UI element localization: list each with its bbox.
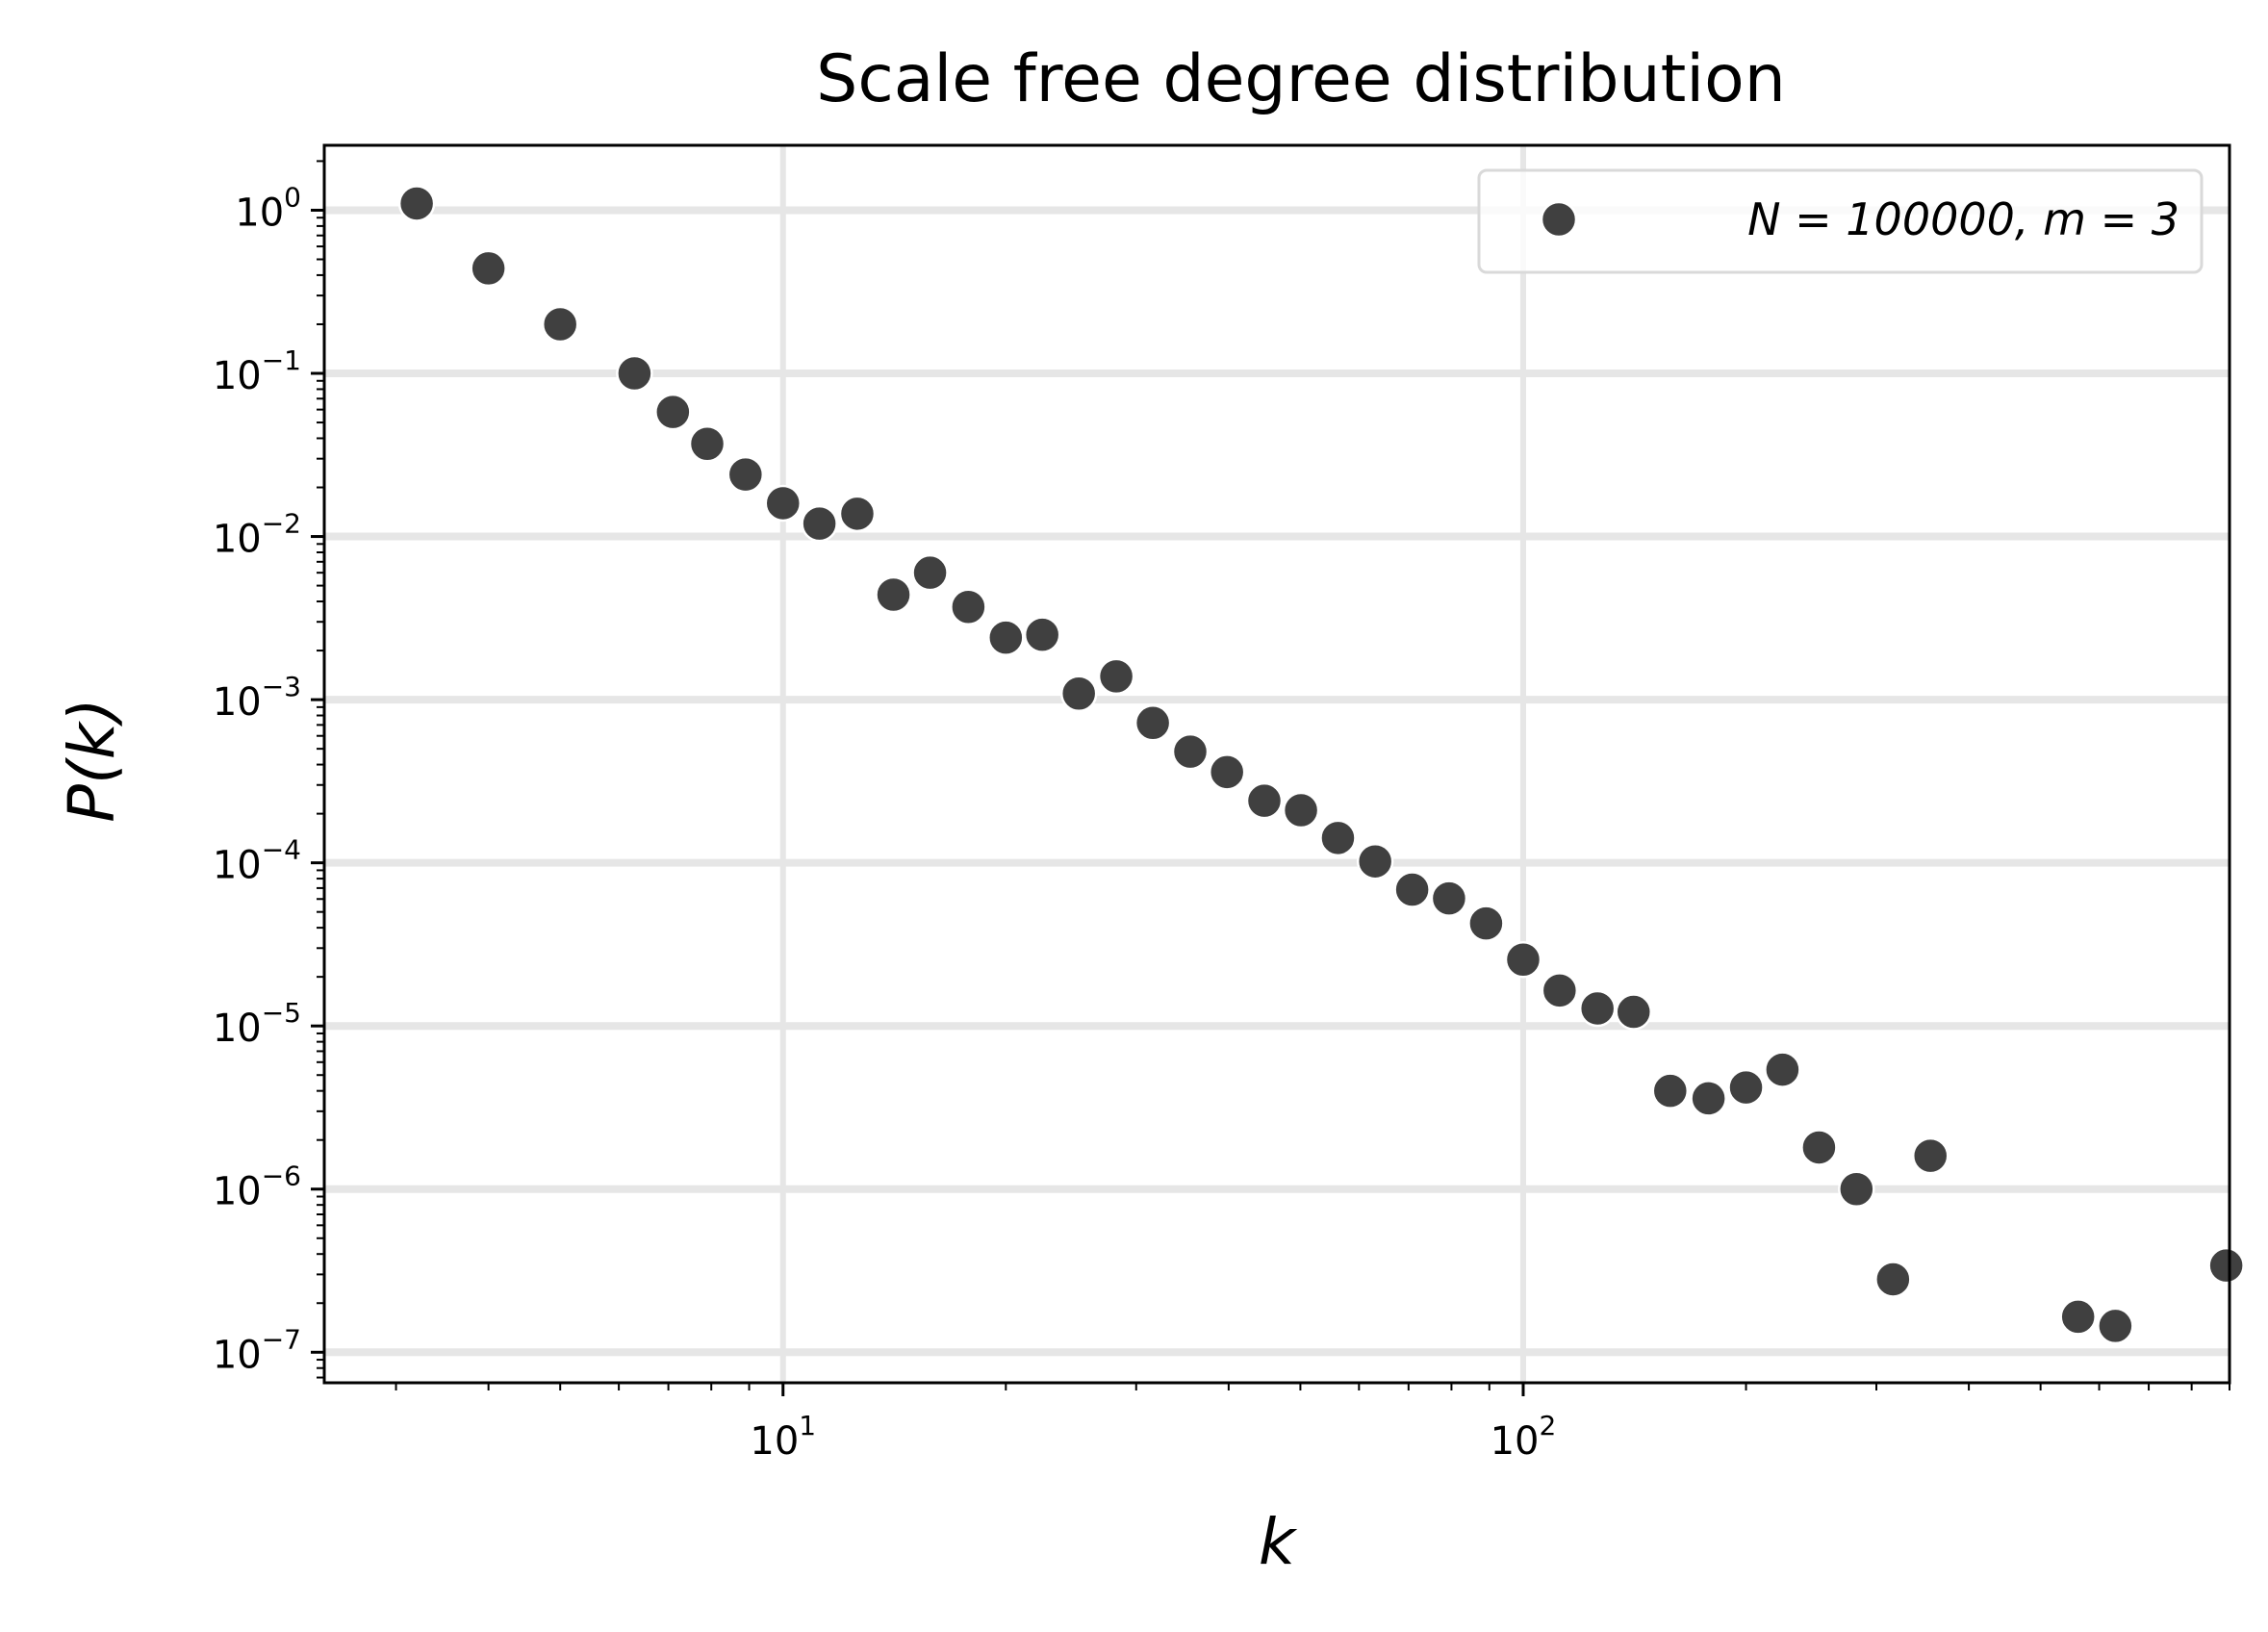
data-point <box>1097 657 1135 696</box>
y-tick-label: 10−7 <box>213 1323 301 1377</box>
data-point <box>1245 781 1284 820</box>
x-tick-label: 102 <box>1491 1410 1557 1464</box>
y-tick-label: 10−3 <box>213 671 301 725</box>
legend: N = 100000, m = 3 <box>1477 168 2204 274</box>
axis-ticks: 101 102 100 10−1 10−2 10−3 10−4 10−5 10−6 10−7 <box>213 160 2230 1464</box>
data-point <box>1023 616 1061 653</box>
data-point <box>801 504 838 543</box>
data-point <box>1319 819 1357 857</box>
data-point <box>726 455 765 494</box>
data-point <box>1690 1080 1727 1117</box>
axes-frame <box>322 143 2231 1385</box>
data-point <box>1504 941 1542 979</box>
y-tick-label: 100 <box>235 181 301 235</box>
data-point <box>1578 989 1617 1028</box>
data-point <box>838 495 877 533</box>
data-point <box>1430 880 1468 917</box>
data-point <box>1874 1261 1912 1298</box>
data-point <box>397 185 436 222</box>
data-points <box>397 185 2245 1345</box>
data-point <box>1208 753 1246 791</box>
data-point <box>950 588 987 626</box>
data-point <box>2097 1307 2134 1345</box>
data-point <box>1059 675 1098 713</box>
data-point <box>987 619 1025 656</box>
grid-lines <box>324 145 2230 1383</box>
data-point <box>654 393 692 431</box>
legend-label: N = 100000, m = 3 <box>1747 193 2179 245</box>
data-point <box>1727 1068 1765 1107</box>
data-point <box>764 484 803 523</box>
y-tick-label: 10−5 <box>213 997 301 1051</box>
y-tick-label: 10−1 <box>213 344 301 398</box>
y-tick-label: 10−4 <box>213 834 301 888</box>
y-tick-label: 10−2 <box>213 508 301 562</box>
data-point <box>616 354 653 393</box>
data-point <box>541 305 579 344</box>
legend-box <box>1477 168 2204 274</box>
data-point <box>1615 993 1653 1031</box>
x-axis-label: k <box>1259 1505 1298 1579</box>
data-point <box>470 249 507 288</box>
y-tick-label: 10−6 <box>213 1160 301 1214</box>
x-tick-label: 101 <box>750 1410 816 1464</box>
data-point <box>2207 1246 2245 1285</box>
legend-marker <box>1540 200 1578 239</box>
data-point <box>688 424 726 463</box>
data-point <box>1282 791 1320 829</box>
data-point <box>1911 1136 1949 1175</box>
data-point <box>875 575 912 614</box>
data-point <box>1467 905 1505 942</box>
data-point <box>2059 1298 2097 1336</box>
data-point <box>1764 1051 1801 1088</box>
data-point <box>1838 1170 1875 1208</box>
data-point <box>1541 972 1579 1009</box>
data-point <box>1651 1072 1690 1109</box>
data-point <box>1134 704 1172 742</box>
data-point <box>911 553 949 592</box>
y-axis-label: P(k) <box>55 698 129 823</box>
data-point <box>1171 732 1210 771</box>
chart-title: Scale free degree distribution <box>816 41 1786 117</box>
data-point <box>1356 842 1394 880</box>
data-point <box>1800 1129 1838 1166</box>
data-point <box>1393 871 1431 908</box>
